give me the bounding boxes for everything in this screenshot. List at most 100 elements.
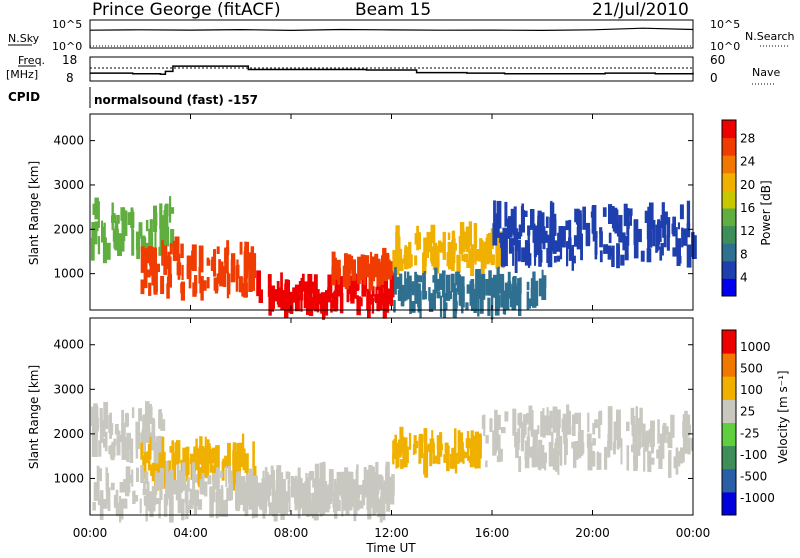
data-cell: [319, 462, 323, 490]
data-cell: [397, 439, 402, 458]
data-cell: [676, 238, 681, 262]
y-tick-label: 2000: [53, 427, 84, 441]
data-cell: [677, 222, 680, 230]
velocity-colorbar: 1000 500 100 25 -25 -100 -500 -1000: [721, 329, 775, 516]
data-cell: [219, 261, 224, 287]
power-colorbar-label: Power [dB]: [759, 180, 773, 245]
data-cell: [113, 240, 117, 249]
cpid-label: CPID: [8, 90, 40, 104]
data-cell: [210, 500, 214, 511]
data-cell: [102, 237, 107, 264]
data-cell: [280, 272, 283, 300]
data-cell: [209, 486, 213, 498]
data-cell: [409, 284, 413, 292]
data-cell: [515, 444, 519, 459]
data-cell: [440, 242, 445, 253]
data-cell: [305, 472, 308, 499]
data-cell: [169, 207, 175, 214]
colorbar-segment: [722, 399, 736, 423]
data-cell: [446, 274, 451, 301]
data-cell: [438, 281, 444, 290]
data-cell: [524, 240, 529, 266]
data-cell: [174, 479, 179, 495]
data-cell: [143, 481, 146, 491]
data-cell: [252, 441, 255, 468]
data-cell: [495, 213, 500, 238]
data-cell: [132, 490, 136, 504]
data-cell: [226, 487, 232, 501]
data-cell: [140, 246, 145, 273]
data-cell: [233, 473, 238, 481]
data-cell: [349, 495, 354, 505]
data-cell: [191, 250, 194, 270]
data-cell: [220, 470, 223, 478]
data-cell: [300, 299, 303, 312]
data-cell: [218, 265, 222, 283]
y-tick-label: 1000: [53, 267, 84, 281]
data-cell: [236, 443, 241, 459]
data-cell: [680, 450, 685, 463]
data-cell: [522, 424, 526, 438]
data-cell: [256, 280, 261, 293]
data-cell: [498, 434, 501, 450]
data-cell: [404, 271, 407, 291]
data-cell: [370, 266, 375, 276]
data-cell: [604, 446, 608, 470]
x-tick-label: 08:00: [274, 526, 309, 540]
data-cell: [450, 273, 455, 291]
data-cell: [414, 271, 417, 292]
data-cell: [135, 434, 139, 459]
date-label: 21/Jul/2010: [592, 0, 689, 20]
data-cell: [510, 208, 515, 234]
data-cell: [594, 232, 598, 255]
data-cell: [222, 266, 227, 287]
data-cell: [451, 447, 456, 461]
nave-tick-high: 60: [710, 53, 725, 67]
data-cell: [270, 465, 274, 485]
data-cell: [134, 495, 139, 502]
data-cell: [479, 238, 483, 262]
beam-label: Beam 15: [355, 0, 431, 20]
data-cell: [311, 492, 315, 519]
data-cell: [580, 430, 584, 445]
data-cell: [520, 421, 525, 437]
data-cell: [489, 418, 493, 432]
data-cell: [389, 272, 395, 298]
data-cell: [500, 240, 506, 267]
data-cell: [333, 490, 338, 503]
data-cell: [324, 292, 329, 316]
data-cell: [428, 287, 431, 301]
y-tick-label: 4000: [53, 338, 84, 352]
data-cell: [582, 206, 586, 230]
data-cell: [190, 454, 193, 480]
nsearch-tick-high: 10^5: [710, 18, 740, 31]
data-cell: [106, 242, 111, 260]
data-cell: [309, 493, 312, 506]
data-cell: [177, 272, 181, 280]
data-cell: [425, 242, 429, 258]
data-cell: [165, 255, 170, 270]
data-cell: [337, 289, 341, 296]
data-cell: [315, 482, 318, 503]
data-cell: [488, 284, 494, 296]
data-cell: [663, 230, 667, 248]
data-cell: [195, 438, 198, 463]
data-cell: [117, 233, 122, 256]
data-cell: [544, 427, 550, 435]
time-x-axis: 00:00 04:00 08:00 12:00 16:00 20:00 00:00: [73, 114, 710, 540]
data-cell: [535, 236, 540, 253]
data-cell: [527, 298, 531, 309]
data-cell: [154, 475, 158, 495]
data-cell: [144, 248, 148, 271]
data-cell: [351, 479, 357, 491]
data-cell: [417, 294, 421, 313]
data-cell: [277, 287, 283, 299]
data-cell: [306, 294, 310, 315]
y-tick-label: 1000: [53, 471, 84, 485]
data-cell: [388, 263, 392, 280]
data-cell: [212, 472, 217, 486]
data-cell: [692, 235, 697, 259]
data-cell: [145, 496, 148, 522]
data-cell: [258, 496, 263, 509]
data-cell: [681, 227, 684, 248]
